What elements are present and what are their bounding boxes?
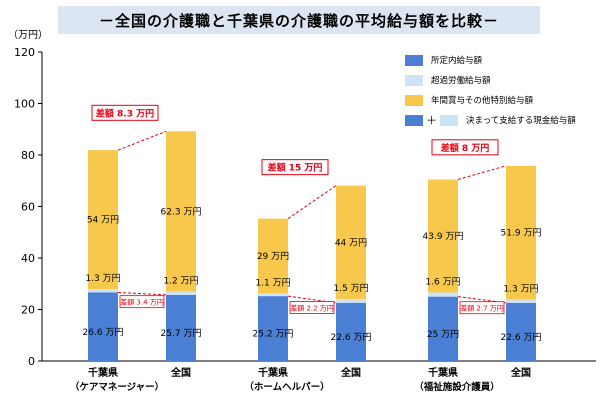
legend-item-combined: ＋ 決まって支給する現金給与額 [405,110,595,130]
y-tick-label: 120 [14,46,35,59]
base-diff-label: 差額 2.7 万円 [460,304,504,313]
bar-segment-bonus [336,185,366,299]
bar-segment-bonus [428,179,458,293]
bar-segment-overtime [258,293,288,297]
bar-segment-overtime [506,299,536,303]
y-tick-label: 80 [21,149,35,162]
data-label-bonus: 54 万円 [87,215,119,226]
data-label-overtime: 1.3 万円 [503,283,538,294]
group-subtitle: （ホームヘルパー） [244,381,329,393]
bar-segment-bonus [506,165,536,300]
base-diff-box [459,301,505,315]
bar-segment-bonus [88,150,118,290]
y-axis-label: （万円） [8,29,48,41]
bar-segment-base [88,292,118,361]
bar-segment-base [428,296,458,361]
y-tick-label: 100 [14,98,35,111]
x-tick-label: 全国 [510,366,531,379]
group-subtitle: （福祉施設介護員） [414,381,500,393]
y-tick-label: 20 [21,304,35,317]
legend-swatch-base [405,54,423,66]
data-label-bonus: 29 万円 [257,251,289,262]
legend-swatch-bonus [405,94,423,106]
x-tick-label: 全国 [170,366,191,379]
total-diff-label: 差額 15 万円 [268,162,323,174]
total-diff-box [91,104,159,121]
data-label-overtime: 1.6 万円 [425,277,460,288]
data-label-overtime: 1.3 万円 [85,273,120,284]
bar-segment-bonus [258,218,288,294]
bar-segment-base [336,302,366,361]
legend-item-bonus: 年間賞与その他特別給与額 [405,90,595,110]
legend-label-overtime: 超過労働給与額 [431,76,491,86]
bar-segment-overtime [88,289,118,293]
bar-segment-overtime [166,291,196,295]
data-label-base: 25 万円 [427,329,459,340]
data-label-base: 22.6 万円 [331,332,372,343]
total-diff-label: 差額 8 万円 [441,142,490,154]
x-tick-label: 千葉県 [88,366,118,379]
y-tick-label: 60 [21,201,35,214]
bar-segment-bonus [166,131,196,292]
x-tick-label: 千葉県 [258,366,288,379]
legend-label-base: 所定内給与額 [431,56,483,66]
x-tick-label: 全国 [340,366,361,379]
base-diff-label: 差額 2.2 万円 [290,303,334,312]
chart-title: －全国の介護職と千葉県の介護職の平均給与額を比較－ [58,6,540,34]
legend: 所定内給与額 超過労働給与額 年間賞与その他特別給与額 ＋ 決まって支給する現金… [405,50,595,130]
bar-segment-base [258,296,288,361]
data-label-base: 25.7 万円 [161,328,202,339]
data-label-bonus: 43.9 万円 [423,231,464,242]
base-diff-box [119,295,165,309]
base-diff-label: 差額 3.4 万円 [120,298,164,307]
legend-item-base: 所定内給与額 [405,50,595,70]
x-tick-label: 千葉県 [428,366,458,379]
bar-segment-overtime [336,298,366,303]
total-diff-label: 差額 8.3 万円 [96,107,154,119]
legend-label-combined: 決まって支給する現金給与額 [466,116,576,126]
data-label-overtime: 1.5 万円 [333,283,368,294]
base-diff-box [289,301,335,314]
legend-swatch-combined-overtime [440,114,458,126]
legend-swatch-combined-base [405,114,423,126]
legend-label-bonus: 年間賞与その他特別給与額 [431,96,534,106]
data-label-bonus: 44 万円 [335,237,367,248]
bar-segment-overtime [428,292,458,297]
total-diff-connector [457,165,507,180]
data-label-bonus: 51.9 万円 [501,228,542,239]
data-label-base: 26.6 万円 [83,327,124,338]
data-label-overtime: 1.1 万円 [255,277,290,288]
bar-segment-base [166,294,196,361]
data-label-overtime: 1.2 万円 [163,276,198,287]
group-subtitle: （ケアマネージャー） [70,381,164,393]
data-label-base: 22.6 万円 [501,332,542,343]
legend-item-overtime: 超過労働給与額 [405,70,595,90]
legend-plus: ＋ [426,114,437,127]
y-tick-label: 0 [28,355,35,368]
total-diff-connector [117,130,167,151]
total-diff-box [261,159,329,176]
data-label-bonus: 62.3 万円 [161,207,202,218]
total-diff-box [431,139,499,156]
legend-swatch-overtime [405,74,423,86]
y-tick-label: 40 [21,252,35,265]
bar-segment-base [506,302,536,361]
data-label-base: 25.2 万円 [253,329,294,340]
base-diff-connector [117,292,167,296]
total-diff-connector [287,185,337,220]
